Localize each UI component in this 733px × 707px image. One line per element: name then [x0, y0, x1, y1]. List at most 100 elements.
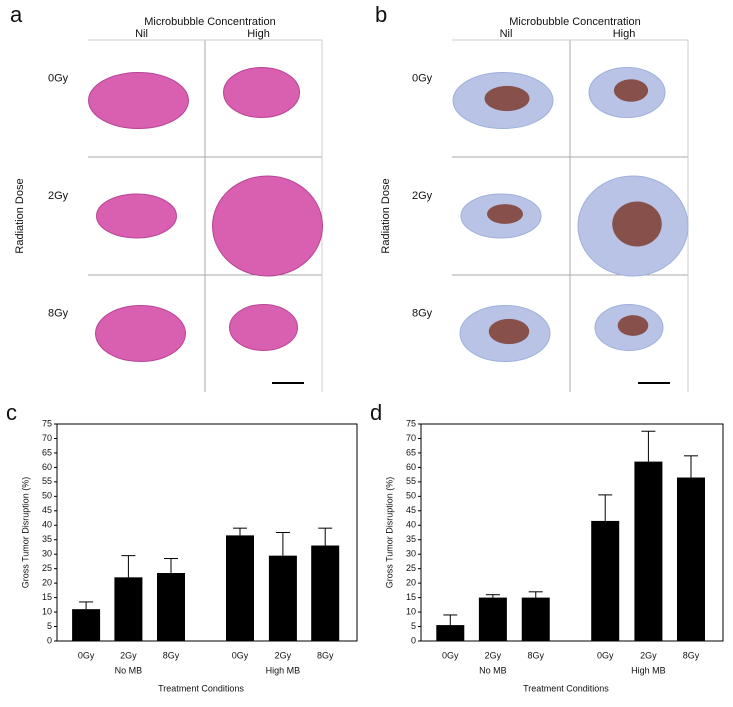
- stain-region: [487, 204, 523, 224]
- y-tick-label: 0: [411, 635, 416, 645]
- y-tick-label: 30: [406, 549, 416, 559]
- y-tick-label: 10: [42, 606, 52, 616]
- bar: [634, 461, 663, 641]
- y-tick-label: 10: [406, 606, 416, 616]
- y-axis-title: Gross Tumor Disruption (%): [20, 477, 30, 589]
- x-tick-label: 8Gy: [317, 650, 334, 660]
- error-bar: [275, 532, 290, 556]
- y-tick-label: 25: [406, 563, 416, 573]
- stain-region: [612, 201, 662, 247]
- y-tick-label: 50: [42, 491, 52, 501]
- bar: [157, 573, 185, 641]
- row-label: 0Gy: [48, 72, 69, 84]
- bar: [226, 535, 254, 641]
- x-tick-label: 2Gy: [640, 650, 657, 660]
- y-tick-label: 45: [406, 505, 416, 515]
- y-tick-label: 15: [406, 592, 416, 602]
- y-tick-label: 60: [406, 462, 416, 472]
- bar: [268, 555, 297, 641]
- error-bar: [528, 591, 543, 598]
- stain-region: [617, 315, 649, 336]
- x-tick-label: 2Gy: [275, 650, 292, 660]
- row-label: 8Gy: [48, 307, 69, 319]
- column-label: Nil: [500, 28, 513, 40]
- row-title: Radiation Dose: [14, 178, 26, 253]
- group-label: No MB: [115, 665, 143, 675]
- x-axis-title: Treatment Conditions: [158, 683, 244, 693]
- bar: [311, 545, 340, 641]
- column-label: High: [247, 28, 270, 40]
- stain-region: [488, 318, 530, 345]
- y-tick-label: 30: [42, 549, 52, 559]
- bar: [591, 520, 620, 641]
- group-label: High MB: [631, 665, 666, 675]
- y-tick-label: 75: [406, 418, 416, 428]
- y-tick-label: 40: [406, 520, 416, 530]
- error-bar: [641, 430, 656, 462]
- bar: [478, 597, 507, 641]
- tissue-section: [95, 305, 186, 362]
- bar: [521, 597, 550, 641]
- y-tick-label: 20: [406, 578, 416, 588]
- panel-label: d: [370, 400, 382, 425]
- row-title: Radiation Dose: [380, 178, 392, 253]
- tissue-section: [88, 72, 189, 129]
- x-tick-label: 0Gy: [78, 650, 95, 660]
- y-tick-label: 50: [406, 491, 416, 501]
- x-tick-label: 8Gy: [163, 650, 180, 660]
- column-label: Nil: [135, 28, 148, 40]
- y-tick-label: 60: [42, 462, 52, 472]
- y-tick-label: 45: [42, 505, 52, 515]
- y-tick-label: 15: [42, 592, 52, 602]
- y-tick-label: 35: [406, 534, 416, 544]
- y-tick-label: 5: [47, 621, 52, 631]
- error-bar: [121, 555, 136, 578]
- bar: [676, 477, 705, 641]
- panel-label: c: [6, 400, 17, 425]
- y-tick-label: 0: [47, 635, 52, 645]
- x-tick-label: 8Gy: [528, 650, 545, 660]
- column-title: Microbubble Concentration: [509, 16, 640, 28]
- error-bar: [443, 614, 458, 626]
- y-tick-label: 20: [42, 578, 52, 588]
- tissue-section: [223, 67, 300, 118]
- stain-region: [613, 79, 649, 102]
- x-tick-label: 2Gy: [485, 650, 502, 660]
- tissue-section: [229, 304, 298, 351]
- group-label: No MB: [479, 665, 507, 675]
- plot-frame: [56, 423, 358, 642]
- bar: [72, 609, 101, 641]
- error-bar: [683, 455, 698, 478]
- y-axis-title: Gross Tumor Disruption (%): [384, 477, 394, 589]
- x-tick-label: 8Gy: [683, 650, 700, 660]
- x-tick-label: 0Gy: [442, 650, 459, 660]
- column-title: Microbubble Concentration: [144, 16, 275, 28]
- error-bar: [318, 527, 333, 546]
- group-label: High MB: [266, 665, 301, 675]
- row-label: 0Gy: [412, 72, 433, 84]
- y-tick-label: 25: [42, 563, 52, 573]
- error-bar: [598, 494, 613, 521]
- bar: [114, 577, 143, 641]
- stain-region: [484, 85, 530, 112]
- bar: [436, 625, 465, 641]
- y-tick-label: 40: [42, 520, 52, 530]
- row-label: 2Gy: [48, 190, 69, 202]
- x-tick-label: 0Gy: [232, 650, 249, 660]
- x-tick-label: 2Gy: [120, 650, 137, 660]
- error-bar: [485, 594, 500, 598]
- plot-frame: [420, 423, 724, 642]
- x-tick-label: 0Gy: [597, 650, 614, 660]
- y-tick-label: 5: [411, 621, 416, 631]
- y-tick-label: 55: [42, 476, 52, 486]
- tissue-section: [212, 175, 323, 277]
- row-label: 2Gy: [412, 190, 433, 202]
- y-tick-label: 55: [406, 476, 416, 486]
- panel-label: b: [375, 2, 387, 27]
- y-tick-label: 65: [406, 447, 416, 457]
- y-tick-label: 75: [42, 418, 52, 428]
- panel-label: a: [10, 2, 23, 27]
- y-tick-label: 35: [42, 534, 52, 544]
